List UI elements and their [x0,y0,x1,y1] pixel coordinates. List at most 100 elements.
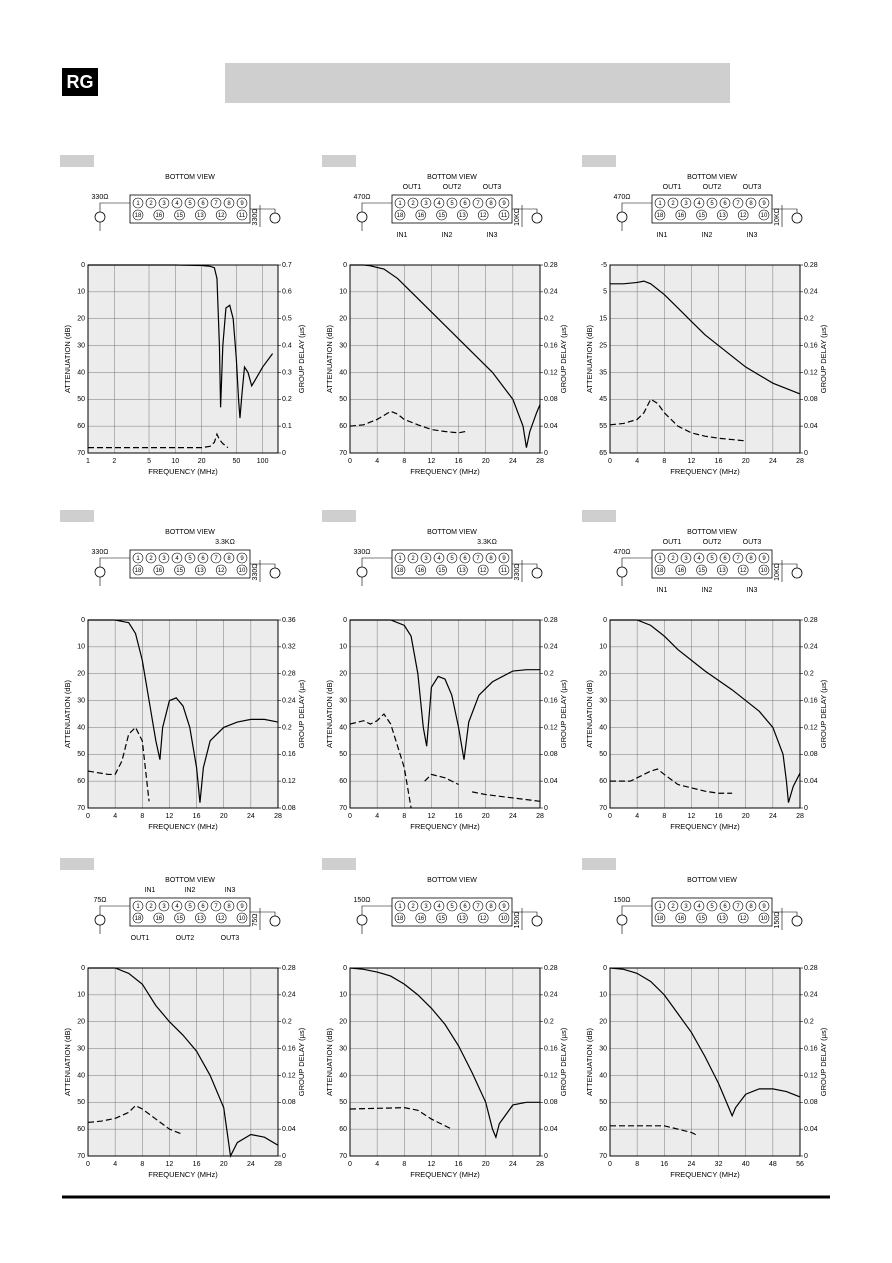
pin [485,552,497,564]
port-label: OUT1 [663,184,682,191]
x-tick-label: 8 [402,813,406,820]
pin [394,900,406,912]
x-tick-label: 24 [247,1161,255,1168]
port-label: IN2 [185,887,196,894]
port-label: IN2 [442,232,453,239]
y2-tick-label: 0.2 [544,671,554,678]
pin [654,197,666,209]
attenuation-line [610,619,801,803]
pin-number: 5 [710,904,714,910]
pin-number: 18 [135,213,142,219]
y2-tick-label: 0.28 [544,262,558,269]
y-tick-label: 65 [599,450,607,457]
x-tick-label: 0 [608,813,612,820]
pin [459,552,471,564]
source-resistor: 330Ω [92,194,109,201]
pin-number: 13 [719,568,726,574]
y-tick-label: 10 [599,992,607,999]
pin [145,197,157,209]
pin-number: 16 [677,213,684,219]
pin [680,900,692,912]
port-label: OUT2 [176,935,195,942]
pin-number: 15 [176,916,183,922]
y2-axis-label: GROUP DELAY (µs) [819,1027,828,1096]
pin [433,197,445,209]
x-tick-label: 12 [428,813,436,820]
pin [477,564,489,576]
y-axis-label: ATTENUATION (dB) [585,679,594,748]
y2-tick-label: 0.28 [804,617,818,624]
wire [99,202,276,231]
attenuation-line [88,619,279,803]
pin-number: 3 [424,556,428,562]
pin [236,552,248,564]
pin [693,552,705,564]
x-tick-label: 0 [348,458,352,465]
pin-number: 6 [463,904,467,910]
pin [693,900,705,912]
source-resistor: 470Ω [614,549,631,556]
meter [791,212,803,224]
y2-tick-label: 0.08 [544,751,558,758]
pin [457,209,468,221]
x-tick-label: 2 [112,458,116,465]
x-tick-label: 0 [608,1161,612,1168]
pin-number: 4 [437,904,441,910]
pin-number: 13 [719,916,726,922]
pin-number: 7 [736,904,740,910]
x-tick-label: 16 [660,1161,668,1168]
plot-area [610,620,800,808]
y2-tick-label: 0.04 [544,1126,558,1133]
y-tick-label: 40 [77,369,85,376]
pin-number: 5 [450,201,454,207]
x-axis-label: FREQUENCY (MHz) [148,467,218,476]
y-tick-label: 0 [343,965,347,972]
y2-tick-label: 0.3 [282,369,292,376]
y-tick-label: 60 [599,1126,607,1133]
meter [791,567,803,579]
plot-area [610,968,800,1156]
y2-tick-label: 0.12 [544,1072,558,1079]
pin [195,912,206,924]
pin-number: 4 [697,904,701,910]
pin [174,209,185,221]
pin-number: 11 [501,213,508,219]
y-tick-label: 20 [339,671,347,678]
diagram-title: BOTTOM VIEW [427,529,477,536]
x-axis-label: FREQUENCY (MHz) [148,1170,218,1179]
pin [132,900,144,912]
pin-number: 9 [502,904,506,910]
y-tick-label: 30 [77,697,85,704]
pin-number: 16 [417,213,424,219]
pin-number: 1 [658,904,662,910]
y-tick-label: 50 [339,751,347,758]
header-bar [225,63,730,103]
port-label: IN3 [747,232,758,239]
pin [719,900,731,912]
pin-number: 5 [188,904,192,910]
x-tick-label: 0 [86,813,90,820]
pin-number: 9 [762,201,766,207]
pin [654,912,666,924]
pin [394,197,406,209]
source-resistor: 470Ω [614,194,631,201]
pin-number: 4 [437,201,441,207]
pin [717,912,728,924]
x-tick-label: 24 [688,1161,696,1168]
pin-number: 13 [459,916,466,922]
x-tick-label: 10 [171,458,179,465]
pin [236,209,248,221]
port-label: IN1 [397,232,408,239]
pin [717,564,728,576]
diagram-title: BOTTOM VIEW [687,877,737,884]
y-tick-label: 20 [599,671,607,678]
port-label: IN2 [702,232,713,239]
pin-number: 7 [476,904,480,910]
y-tick-label: 40 [339,369,347,376]
plot-area [350,620,540,808]
pin-number: 18 [397,213,404,219]
